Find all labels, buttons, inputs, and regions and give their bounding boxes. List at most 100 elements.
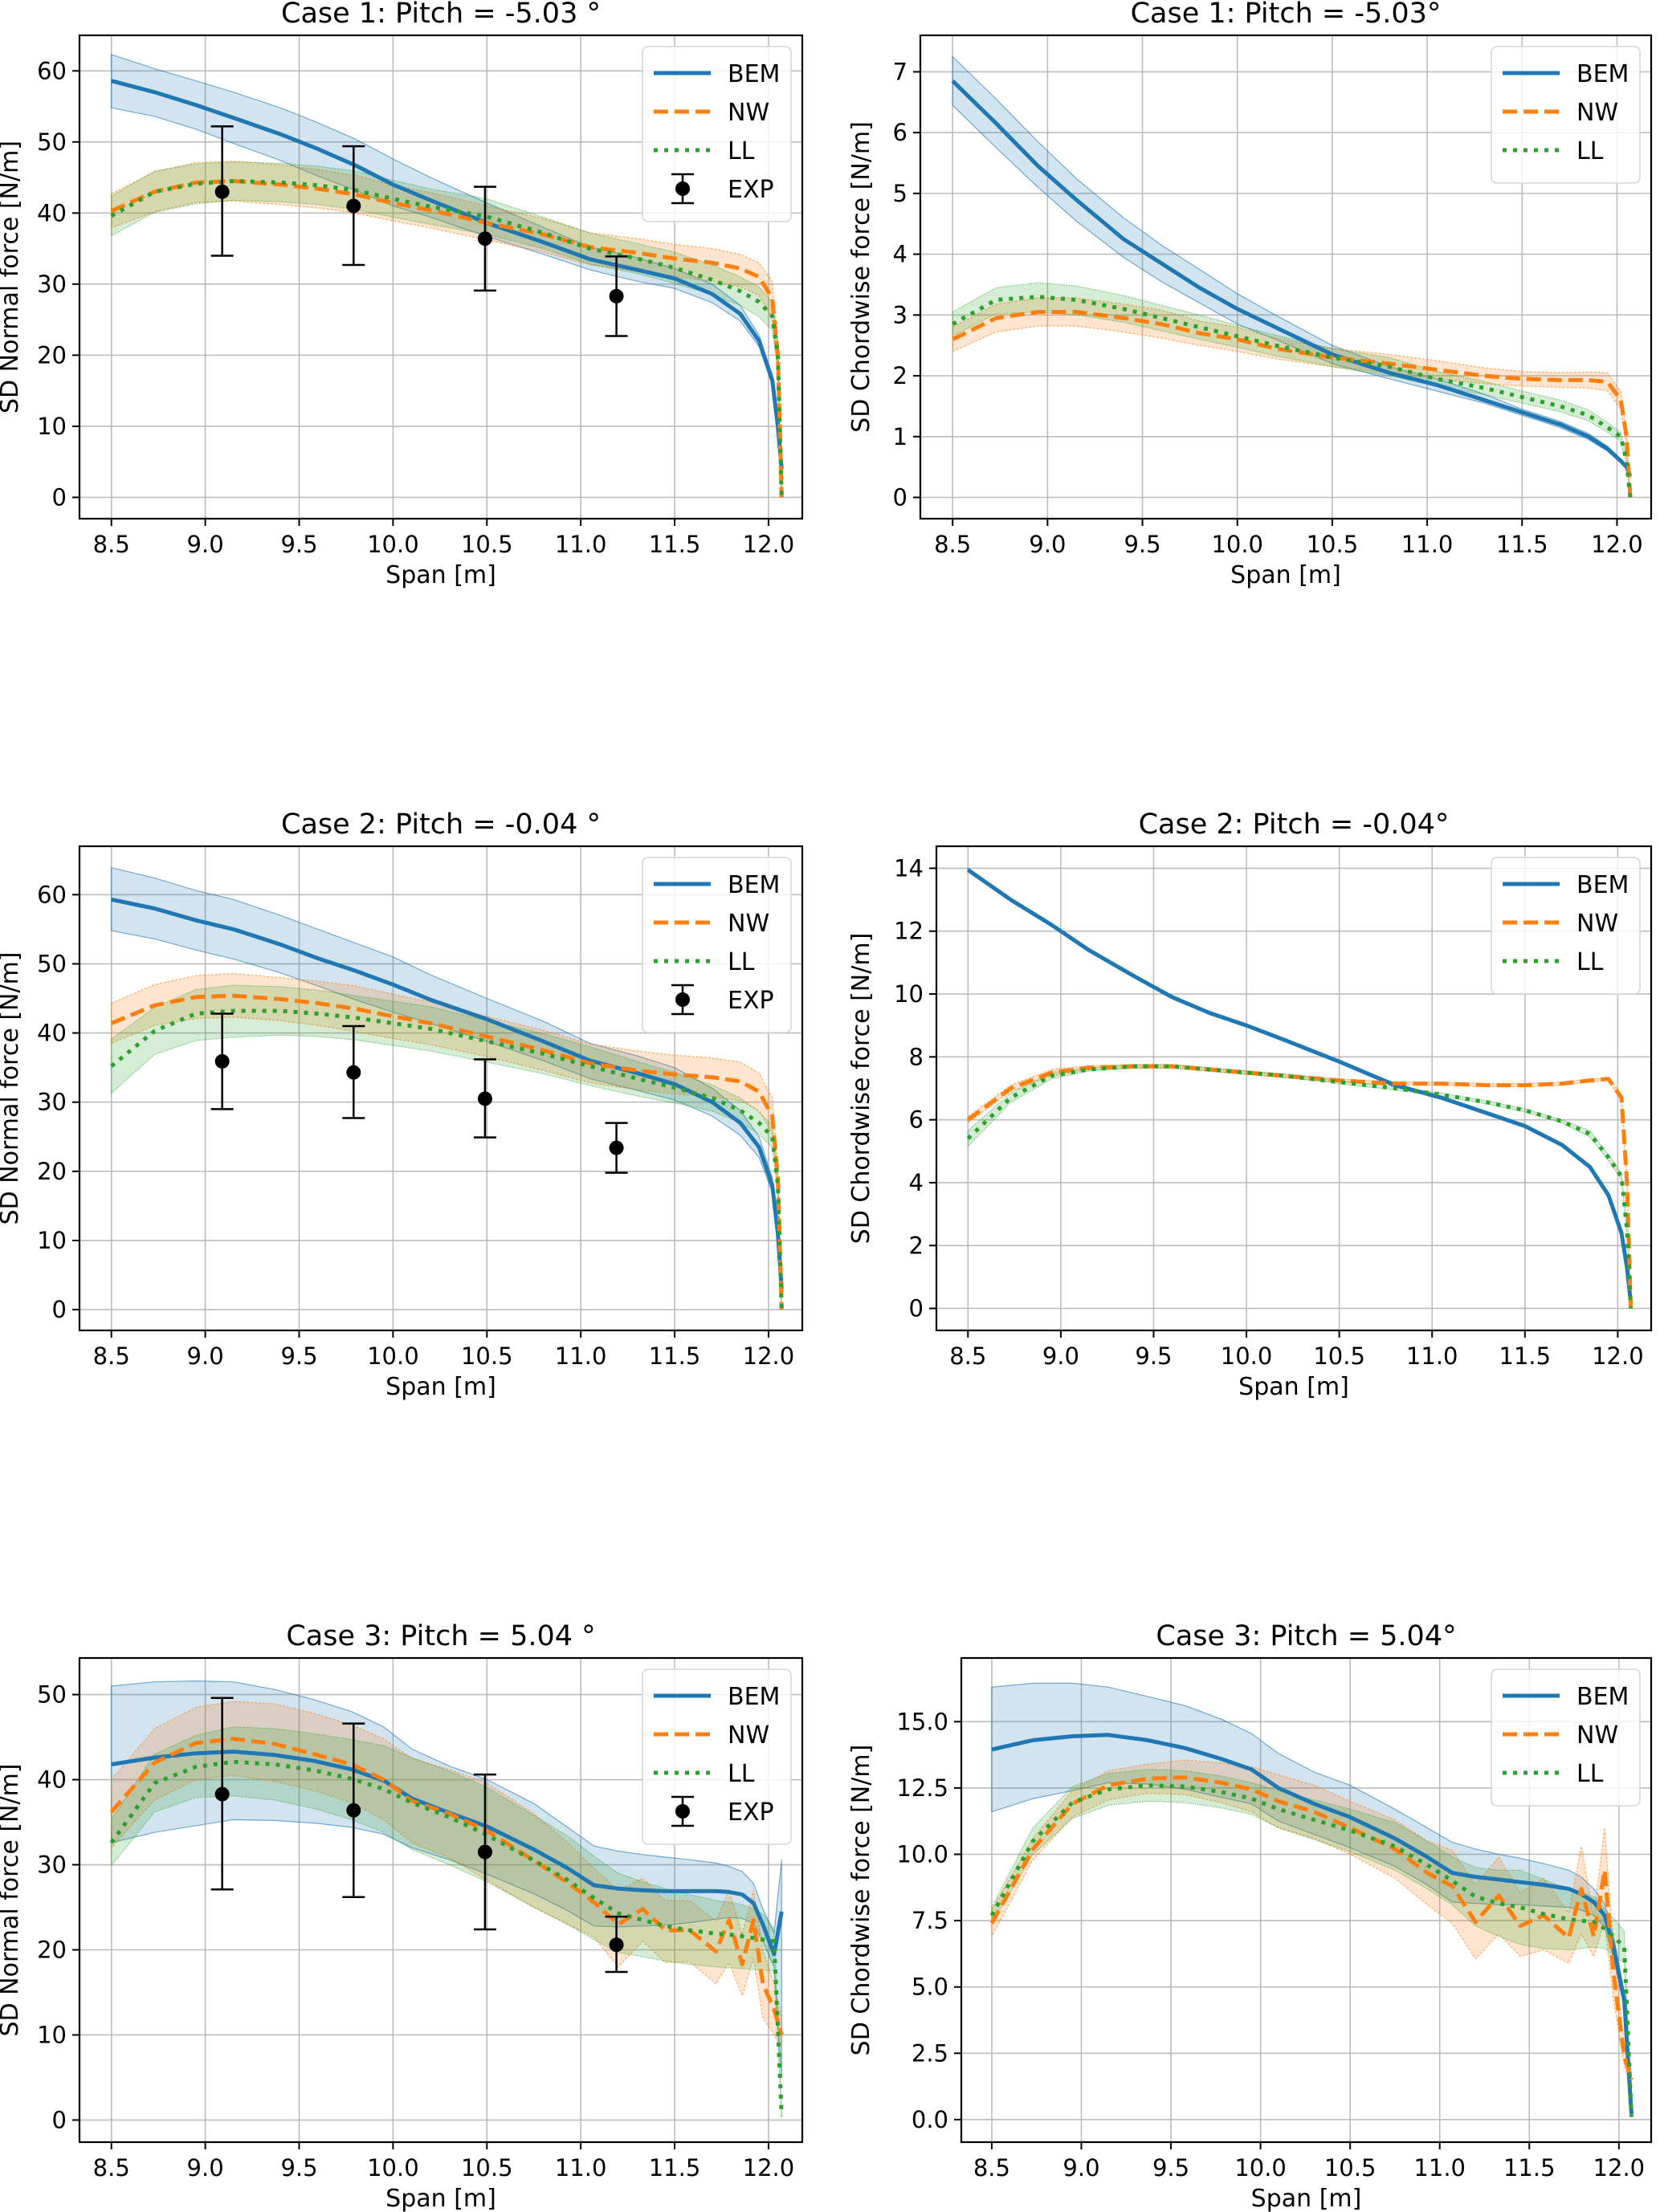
y-tick-label: 7 xyxy=(893,58,907,85)
legend: BEM NW LL EXP xyxy=(642,1668,792,1845)
y-tick-label: 2.5 xyxy=(912,2039,948,2067)
y-tick-label: 5.0 xyxy=(912,1974,948,2001)
series-line-bem xyxy=(991,1733,1633,2115)
y-tick-label: 0 xyxy=(52,2106,67,2133)
y-tick-label: 2 xyxy=(893,362,907,389)
x-axis-label: Span [m] xyxy=(385,2185,496,2212)
y-tick-label: 60 xyxy=(37,881,67,908)
legend-label: BEM xyxy=(1576,1683,1629,1711)
y-tick-label: 20 xyxy=(37,1158,67,1185)
legend-label: NW xyxy=(1576,1721,1618,1750)
plot-area xyxy=(110,866,784,1310)
legend-item-bem: BEM xyxy=(654,60,780,88)
legend-label: LL xyxy=(728,137,755,165)
y-axis-label: SD Normal force [N/m] xyxy=(0,141,24,413)
x-tick-label: 10.0 xyxy=(1211,531,1263,558)
exp-point xyxy=(609,1140,624,1155)
x-tick-label: 10.5 xyxy=(1313,1342,1365,1370)
x-tick-label: 9.0 xyxy=(1042,1342,1079,1370)
legend-label: LL xyxy=(728,1760,755,1788)
plot-area xyxy=(989,1682,1633,2117)
band-bem xyxy=(952,55,1631,478)
exp-point xyxy=(609,288,624,303)
chart-title: Case 2: Pitch = -0.04° xyxy=(1139,809,1450,841)
exp-point xyxy=(477,231,492,246)
x-tick-label: 12.0 xyxy=(743,2154,795,2181)
y-tick-label: 50 xyxy=(37,1681,67,1709)
legend-item-ll: LL xyxy=(654,137,755,165)
chart-title: Case 2: Pitch = -0.04 ° xyxy=(281,809,601,841)
legend-label: LL xyxy=(1576,137,1604,165)
x-tick-label: 9.5 xyxy=(280,531,317,558)
x-tick-label: 11.0 xyxy=(1413,2154,1466,2181)
series-line-ll xyxy=(966,1064,1633,1309)
legend: BEM NW LL EXP xyxy=(642,46,792,222)
exp-point xyxy=(214,1786,230,1802)
legend-box xyxy=(642,46,792,222)
legend-label: EXP xyxy=(728,987,774,1015)
y-tick-label: 0 xyxy=(52,483,67,511)
exp-point xyxy=(477,1844,492,1860)
legend-label: BEM xyxy=(728,1683,780,1711)
legend-item-bem: BEM xyxy=(1503,871,1629,899)
x-tick-label: 12.0 xyxy=(1593,2154,1646,2181)
exp-point xyxy=(609,1937,624,1953)
y-tick-label: 20 xyxy=(37,1936,67,1963)
series-line-nw xyxy=(966,1064,1633,1309)
exp-point xyxy=(346,198,361,214)
legend-label: NW xyxy=(728,910,769,938)
series-line-ll xyxy=(951,295,1633,498)
y-tick-label: 40 xyxy=(37,199,67,226)
exp-point xyxy=(346,1065,361,1080)
legend-label: BEM xyxy=(1576,871,1629,899)
exp-point xyxy=(477,1091,492,1106)
y-tick-label: 15.0 xyxy=(896,1708,948,1735)
legend-label: EXP xyxy=(728,1799,774,1827)
y-tick-label: 6 xyxy=(909,1106,924,1134)
chart-panel-case1-normal: 8.5 9.0 9.5 10.0 10.5 11.0 11.5 12.0 0 10 20 30 40 50… xyxy=(0,0,804,589)
x-tick-label: 9.5 xyxy=(1152,2154,1189,2181)
legend-item-nw: NW xyxy=(1503,1721,1618,1750)
y-tick-label: 60 xyxy=(37,57,67,84)
y-tick-label: 20 xyxy=(37,341,67,369)
y-axis-label: SD Chordwise force [N/m] xyxy=(847,121,875,433)
y-tick-label: 10 xyxy=(894,980,924,1008)
legend-box xyxy=(1491,1668,1641,1807)
band-ll xyxy=(991,1769,1633,2117)
x-tick-label: 8.5 xyxy=(93,531,130,558)
series-line-ll xyxy=(989,1783,1633,2117)
x-tick-label: 11.0 xyxy=(1406,1342,1458,1370)
y-tick-label: 6 xyxy=(893,119,907,146)
chart-title: Case 3: Pitch = 5.04 ° xyxy=(286,1620,595,1652)
legend-box xyxy=(1491,46,1641,184)
series-line-nw xyxy=(989,1775,1633,2081)
series-line-bem xyxy=(111,79,784,470)
legend: BEM NW LL xyxy=(1491,46,1641,184)
x-tick-label: 11.5 xyxy=(649,2154,701,2181)
y-axis-label: SD Normal force [N/m] xyxy=(0,1763,24,2036)
axes-frame xyxy=(78,845,804,1332)
x-tick-label: 11.0 xyxy=(555,1342,607,1370)
x-tick-label: 12.0 xyxy=(1592,1342,1644,1370)
legend-item-bem: BEM xyxy=(654,871,780,899)
x-tick-label: 11.0 xyxy=(1401,531,1454,558)
x-tick-label: 9.5 xyxy=(280,2154,317,2181)
legend-item-ll: LL xyxy=(1503,948,1604,976)
y-tick-label: 30 xyxy=(37,1851,67,1879)
legend-item-nw: NW xyxy=(654,1721,769,1750)
axes-frame xyxy=(78,34,804,520)
x-tick-label: 11.5 xyxy=(1499,1342,1552,1370)
x-tick-label: 8.5 xyxy=(949,1342,986,1370)
legend-label: BEM xyxy=(728,60,780,88)
legend-label: LL xyxy=(1576,948,1604,976)
y-tick-label: 8 xyxy=(909,1043,924,1070)
y-tick-label: 1 xyxy=(893,423,907,450)
axes-frame xyxy=(960,1656,1653,2144)
y-tick-label: 5 xyxy=(893,180,907,207)
chart-title: Case 1: Pitch = -5.03 ° xyxy=(281,0,601,30)
x-tick-label: 11.0 xyxy=(555,531,607,558)
exp-point xyxy=(214,184,230,199)
x-tick-label: 10.0 xyxy=(367,2154,419,2181)
x-tick-label: 10.0 xyxy=(367,1342,419,1370)
